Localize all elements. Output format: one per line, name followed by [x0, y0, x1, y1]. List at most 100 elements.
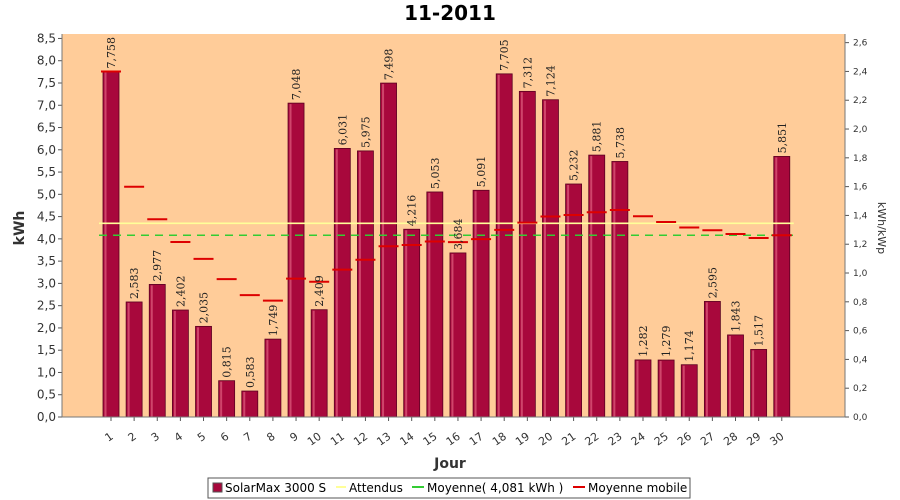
data-label: 5,738 — [614, 127, 627, 159]
y-tick-label: 0,0 — [37, 410, 56, 424]
y2-tick-label: 1,4 — [853, 211, 868, 221]
bar-highlight — [358, 151, 361, 418]
bar-highlight — [243, 392, 246, 417]
y-tick-label: 5,0 — [37, 187, 56, 201]
data-label: 7,498 — [383, 49, 396, 81]
x-tick-label: 2 — [126, 430, 139, 445]
data-label: 3,684 — [452, 218, 465, 250]
bar-highlight — [705, 302, 708, 417]
y2-tick-label: 0,2 — [853, 384, 867, 394]
x-tick-label: 26 — [675, 430, 694, 449]
y-tick-label: 5,5 — [37, 165, 56, 179]
y2-tick-label: 2,4 — [853, 67, 868, 77]
data-label: 7,705 — [498, 39, 511, 70]
x-tick-label: 27 — [698, 430, 717, 449]
data-label: 5,053 — [429, 157, 442, 189]
data-label: 7,758 — [105, 37, 118, 69]
y2-tick-label: 1,2 — [853, 240, 867, 250]
x-tick-label: 28 — [721, 430, 740, 449]
data-label: 7,048 — [290, 69, 303, 101]
y2-tick-label: 0,8 — [853, 298, 868, 308]
y-tick-label: 6,5 — [37, 121, 56, 135]
bar-highlight — [590, 156, 593, 418]
y2-tick-label: 0,4 — [853, 355, 868, 365]
y-tick-label: 0,5 — [37, 388, 56, 402]
bar-highlight — [752, 350, 755, 417]
y-tick-label: 7,0 — [37, 98, 56, 112]
bar-highlight — [266, 340, 269, 417]
x-tick-label: 15 — [421, 430, 440, 449]
bar-highlight — [312, 310, 315, 417]
y2-tick-label: 0,6 — [853, 327, 868, 337]
bar-highlight — [428, 192, 431, 417]
x-tick-label: 16 — [444, 430, 463, 449]
y-tick-label: 7,5 — [37, 76, 56, 90]
data-label: 2,035 — [198, 292, 211, 324]
bar-highlight — [775, 157, 778, 417]
bar-highlight — [497, 74, 500, 418]
bar-highlight — [335, 149, 338, 418]
y-axis-title: kWh — [12, 211, 28, 246]
data-label: 1,282 — [637, 325, 650, 357]
x-tick-label: 22 — [583, 430, 602, 449]
bar-highlight — [520, 92, 523, 417]
y2-tick-label: 2,0 — [853, 125, 868, 135]
y2-tick-label: 2,2 — [853, 96, 867, 106]
data-label: 0,815 — [221, 346, 234, 378]
bar-highlight — [636, 360, 639, 417]
data-label: 5,851 — [776, 122, 789, 154]
bar-highlight — [382, 84, 385, 417]
data-label: 5,232 — [568, 149, 581, 181]
x-tick-label: 20 — [536, 430, 555, 449]
y2-tick-label: 0,0 — [853, 413, 868, 423]
x-tick-label: 19 — [513, 430, 532, 449]
x-tick-label: 8 — [264, 430, 277, 445]
y-tick-label: 6,0 — [37, 143, 56, 157]
bar-highlight — [613, 162, 616, 417]
x-tick-label: 29 — [744, 430, 763, 449]
y2-tick-label: 2,6 — [853, 39, 868, 49]
data-label: 2,977 — [151, 250, 164, 282]
bar-highlight — [197, 327, 200, 417]
bar-highlight — [729, 335, 732, 417]
y-tick-label: 2,5 — [37, 299, 56, 313]
legend-label-moyenne-mobile: Moyenne mobile — [588, 481, 687, 495]
data-label: 2,409 — [313, 275, 326, 307]
data-label: 0,583 — [244, 357, 257, 389]
bar-highlight — [150, 285, 153, 417]
legend-box — [207, 477, 691, 499]
y2-tick-label: 1,0 — [853, 269, 868, 279]
x-tick-label: 18 — [490, 430, 509, 449]
data-label: 7,312 — [521, 57, 534, 89]
x-tick-label: 17 — [467, 430, 486, 449]
y2-axis-title: kWh/kWp — [875, 202, 888, 254]
bar-highlight — [567, 184, 570, 417]
data-label: 2,583 — [128, 267, 141, 299]
bar-highlight — [543, 100, 546, 417]
data-label: 5,881 — [591, 121, 604, 153]
x-tick-label: 4 — [172, 430, 185, 445]
y-tick-label: 3,0 — [37, 276, 56, 290]
x-tick-label: 6 — [218, 430, 231, 445]
data-label: 6,031 — [336, 114, 349, 146]
x-tick-label: 1 — [103, 430, 116, 445]
x-tick-label: 11 — [328, 430, 347, 449]
x-tick-label: 21 — [559, 430, 578, 449]
chart-title: 11-2011 — [404, 1, 496, 25]
data-label: 1,279 — [660, 326, 673, 358]
y-tick-label: 1,5 — [37, 343, 56, 357]
bar-highlight — [104, 72, 107, 417]
data-label: 2,402 — [174, 276, 187, 308]
x-tick-label: 3 — [149, 430, 162, 445]
y2-tick-label: 1,8 — [853, 154, 868, 164]
bar-highlight — [451, 253, 454, 417]
x-tick-label: 10 — [305, 430, 324, 449]
data-label: 1,517 — [753, 315, 766, 347]
data-label: 4,216 — [406, 195, 419, 227]
x-tick-label: 24 — [629, 430, 648, 449]
y-tick-label: 4,0 — [37, 232, 56, 246]
x-tick-label: 25 — [652, 430, 671, 449]
legend-label-solarmax: SolarMax 3000 S — [225, 481, 326, 495]
x-tick-label: 14 — [397, 430, 416, 449]
